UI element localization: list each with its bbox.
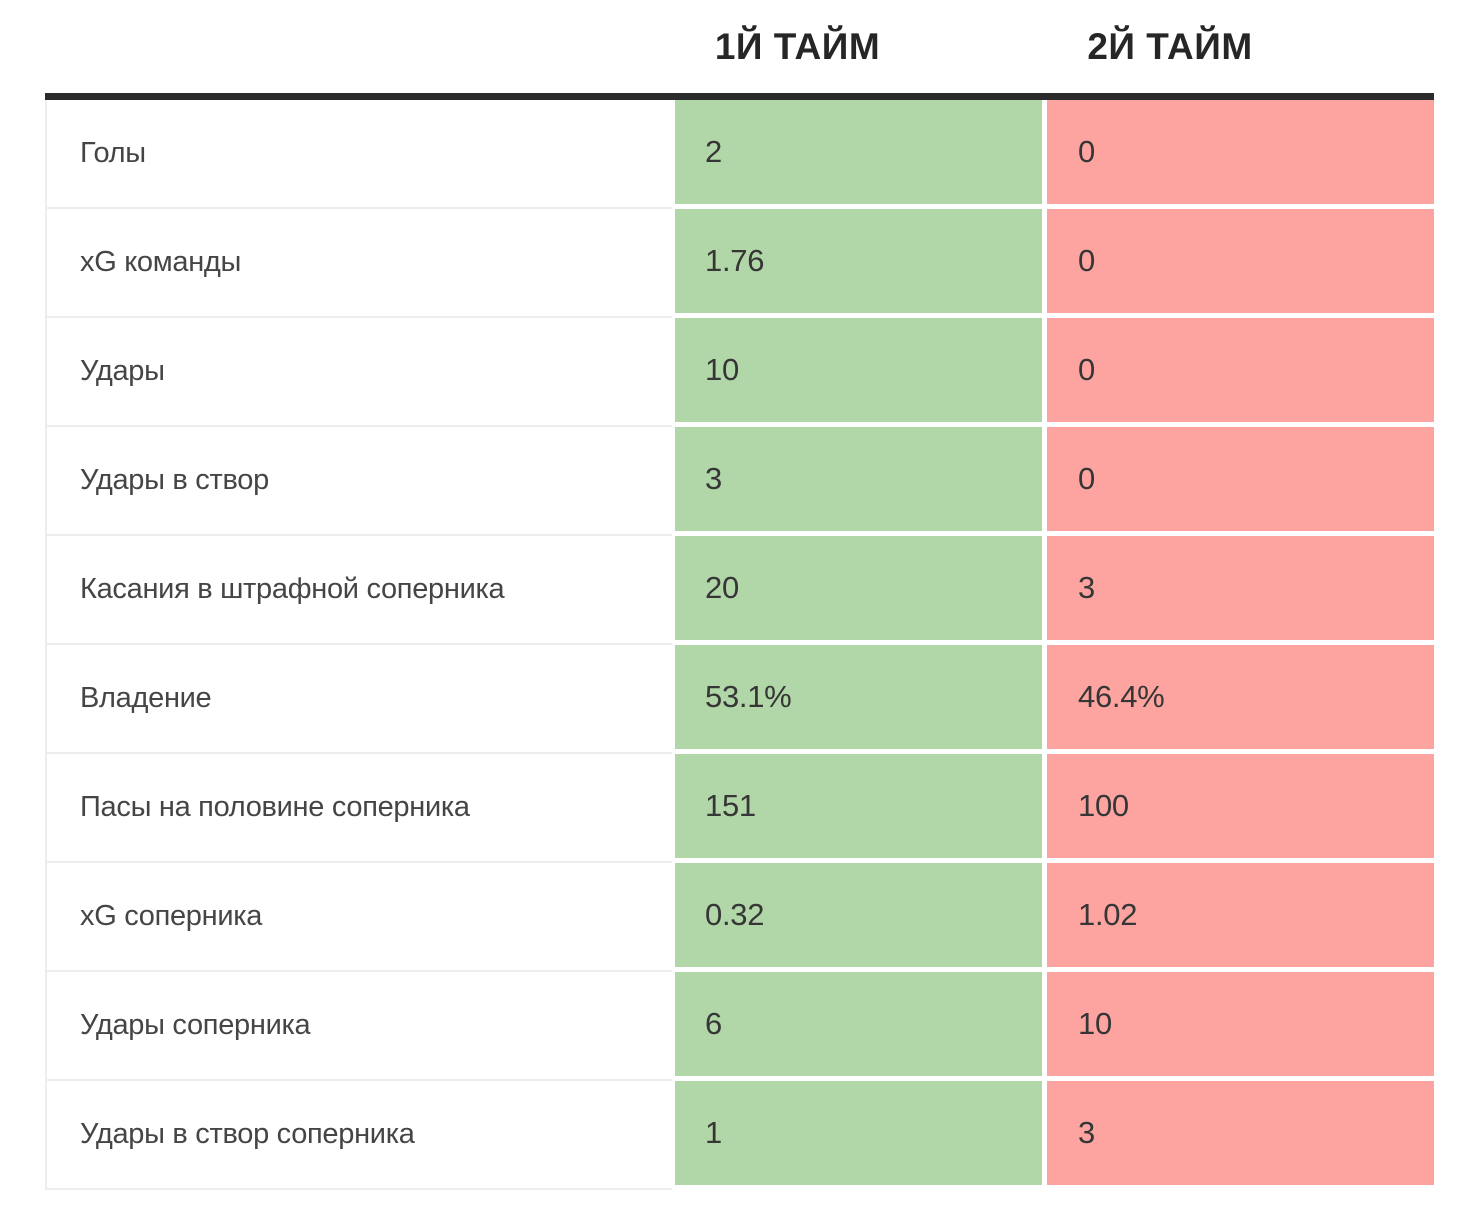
second-half-value: 0: [1078, 461, 1095, 496]
stat-label: Голы: [80, 137, 146, 169]
stat-label-cell: Удары соперника: [45, 972, 672, 1081]
stat-label: Пасы на половине соперника: [80, 791, 470, 823]
second-half-value: 0: [1078, 134, 1095, 169]
second-half-value-cell: 3: [1047, 536, 1434, 645]
second-half-value-cell: 3: [1047, 1081, 1434, 1190]
header-divider-bar: [45, 93, 1434, 100]
stats-rows: Голы 2 0 xG команды 1.76 0 Удары: [45, 100, 1434, 1190]
first-half-value: 1: [705, 1115, 722, 1150]
table-row: Удары соперника 6 10: [45, 972, 1434, 1081]
table-header-row: 1Й ТАЙМ 2Й ТАЙМ: [45, 0, 1434, 93]
second-half-value-cell: 0: [1047, 318, 1434, 427]
first-half-value-cell: 6: [675, 972, 1042, 1081]
stat-label-cell: Голы: [45, 100, 672, 209]
table-row: Удары 10 0: [45, 318, 1434, 427]
stat-label-cell: Удары: [45, 318, 672, 427]
second-half-value: 100: [1078, 788, 1129, 823]
second-half-value: 3: [1078, 570, 1095, 605]
first-half-value: 53.1%: [705, 679, 792, 714]
table-row: xG команды 1.76 0: [45, 209, 1434, 318]
first-half-value-cell: 10: [675, 318, 1042, 427]
first-half-value: 6: [705, 1006, 722, 1041]
second-half-value-cell: 0: [1047, 427, 1434, 536]
stat-label: Удары в створ соперника: [80, 1118, 415, 1150]
first-half-value-cell: 0.32: [675, 863, 1042, 972]
table-row: Удары в створ соперника 1 3: [45, 1081, 1434, 1190]
header-cell-second-half: 2Й ТАЙМ: [1042, 26, 1434, 68]
second-half-value-cell: 100: [1047, 754, 1434, 863]
table-row: Владение 53.1% 46.4%: [45, 645, 1434, 754]
first-half-value-cell: 151: [675, 754, 1042, 863]
second-half-value-cell: 10: [1047, 972, 1434, 1081]
stat-label: Касания в штрафной соперника: [80, 573, 505, 605]
match-halves-stats-table: 1Й ТАЙМ 2Й ТАЙМ Голы 2 0 xG команды 1.76: [45, 0, 1434, 1190]
first-half-value-cell: 1: [675, 1081, 1042, 1190]
first-half-value-cell: 1.76: [675, 209, 1042, 318]
second-half-value: 0: [1078, 352, 1095, 387]
first-half-value-cell: 20: [675, 536, 1042, 645]
first-half-value-cell: 53.1%: [675, 645, 1042, 754]
table-row: Пасы на половине соперника 151 100: [45, 754, 1434, 863]
table-row: Голы 2 0: [45, 100, 1434, 209]
first-half-value: 151: [705, 788, 756, 823]
stat-label-cell: Удары в створ соперника: [45, 1081, 672, 1190]
stat-label: xG команды: [80, 246, 242, 278]
stat-label-cell: Касания в штрафной соперника: [45, 536, 672, 645]
first-half-value: 2: [705, 134, 722, 169]
stat-label-cell: Пасы на половине соперника: [45, 754, 672, 863]
second-half-value-cell: 1.02: [1047, 863, 1434, 972]
second-half-header: 2Й ТАЙМ: [1087, 25, 1253, 67]
second-half-value-cell: 0: [1047, 209, 1434, 318]
stat-label: Удары: [80, 355, 165, 387]
first-half-value: 10: [705, 352, 739, 387]
stat-label-cell: xG соперника: [45, 863, 672, 972]
stat-label-cell: xG команды: [45, 209, 672, 318]
table-row: Удары в створ 3 0: [45, 427, 1434, 536]
second-half-value: 1.02: [1078, 897, 1138, 932]
stat-label-cell: Удары в створ: [45, 427, 672, 536]
first-half-value: 3: [705, 461, 722, 496]
first-half-header: 1Й ТАЙМ: [714, 25, 881, 67]
stat-label-cell: Владение: [45, 645, 672, 754]
stat-label: Владение: [80, 682, 212, 714]
table-row: Касания в штрафной соперника 20 3: [45, 536, 1434, 645]
first-half-value-cell: 2: [675, 100, 1042, 209]
stat-label: Удары в створ: [80, 464, 269, 496]
second-half-value-cell: 46.4%: [1047, 645, 1434, 754]
second-half-value: 3: [1078, 1115, 1095, 1150]
header-cell-first-half: 1Й ТАЙМ: [675, 26, 1042, 68]
first-half-value-cell: 3: [675, 427, 1042, 536]
stat-label: Удары соперника: [80, 1009, 311, 1041]
first-half-value: 1.76: [705, 243, 765, 278]
second-half-value-cell: 0: [1047, 100, 1434, 209]
second-half-value: 46.4%: [1078, 679, 1165, 714]
table-row: xG соперника 0.32 1.02: [45, 863, 1434, 972]
second-half-value: 0: [1078, 243, 1095, 278]
second-half-value: 10: [1078, 1006, 1112, 1041]
first-half-value: 20: [705, 570, 739, 605]
first-half-value: 0.32: [705, 897, 765, 932]
stat-label: xG соперника: [80, 900, 263, 932]
